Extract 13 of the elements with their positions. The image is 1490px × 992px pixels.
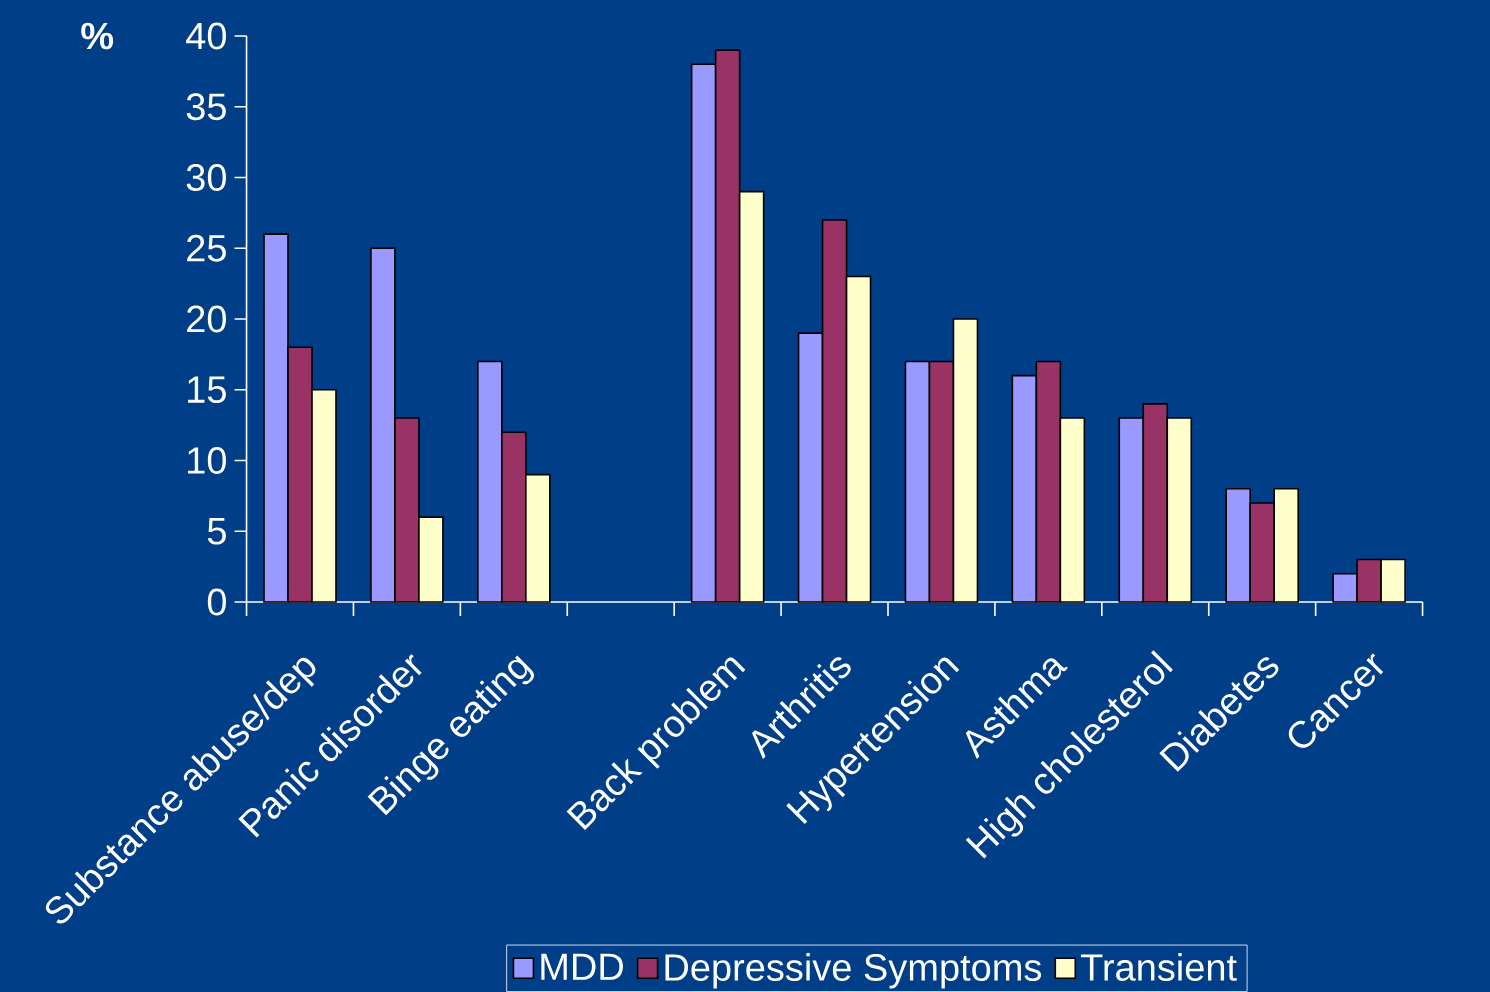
y-tick-label: 5 [207,518,226,545]
legend-label: MDD [541,953,623,980]
y-axis-title: % [81,22,114,50]
y-tick-label: 30 [186,164,226,191]
legend-label: Transient [1080,953,1237,981]
y-tick-label: 35 [186,93,226,121]
y-tick-label: 25 [187,234,226,262]
y-tick-label: 20 [187,305,226,333]
y-tick-label: 15 [188,376,226,404]
y-tick-label: 40 [186,22,226,50]
y-tick-label: 10 [188,447,226,474]
y-tick-label: 0 [207,588,226,616]
legend-label: Depressive Symptoms [665,953,1042,989]
